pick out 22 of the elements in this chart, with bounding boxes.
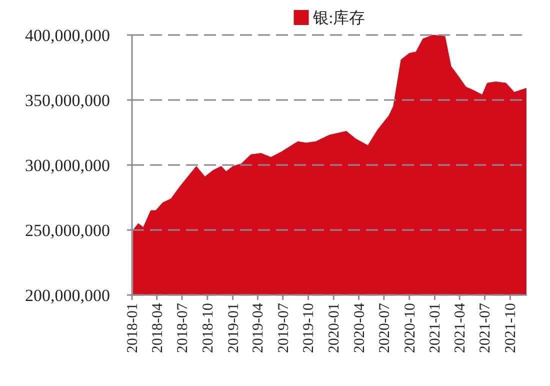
y-tick-label: 250,000,000 xyxy=(25,221,110,240)
x-tick-label: 2018-04 xyxy=(150,302,166,353)
x-tick-label: 2019-04 xyxy=(250,302,267,353)
y-tick-label: 350,000,000 xyxy=(25,91,110,110)
x-tick-label: 2020-04 xyxy=(352,302,368,353)
y-tick-label: 200,000,000 xyxy=(25,286,110,305)
y-tick-label: 300,000,000 xyxy=(25,156,110,175)
x-tick-label: 2020-10 xyxy=(402,303,418,353)
x-tick-label: 2018-07 xyxy=(174,302,191,353)
x-tick-label: 2018-10 xyxy=(200,303,216,353)
x-tick-label: 2021-07 xyxy=(478,302,494,353)
x-tick-label: 2019-10 xyxy=(301,303,318,353)
x-tick-label: 2020-07 xyxy=(376,302,393,353)
x-tick-label: 2018-01 xyxy=(125,303,141,353)
x-tick-label: 2021-10 xyxy=(503,303,520,353)
x-tick-label: 2021-01 xyxy=(428,303,444,353)
x-tick-label: 2019-01 xyxy=(226,303,242,353)
x-tick-label: 2021-04 xyxy=(452,302,469,353)
y-tick-label: 400,000,000 xyxy=(25,26,110,45)
x-tick-label: 2019-07 xyxy=(276,302,292,353)
x-tick-label: 2020-01 xyxy=(326,303,343,353)
legend-label: 银:库存 xyxy=(312,9,366,27)
